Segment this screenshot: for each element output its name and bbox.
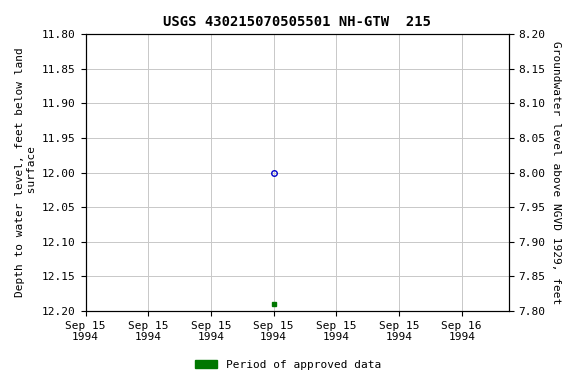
Title: USGS 430215070505501 NH-GTW  215: USGS 430215070505501 NH-GTW 215 [163,15,431,29]
Y-axis label: Groundwater level above NGVD 1929, feet: Groundwater level above NGVD 1929, feet [551,41,561,304]
Legend: Period of approved data: Period of approved data [191,356,385,375]
Y-axis label: Depth to water level, feet below land
 surface: Depth to water level, feet below land su… [15,48,37,298]
